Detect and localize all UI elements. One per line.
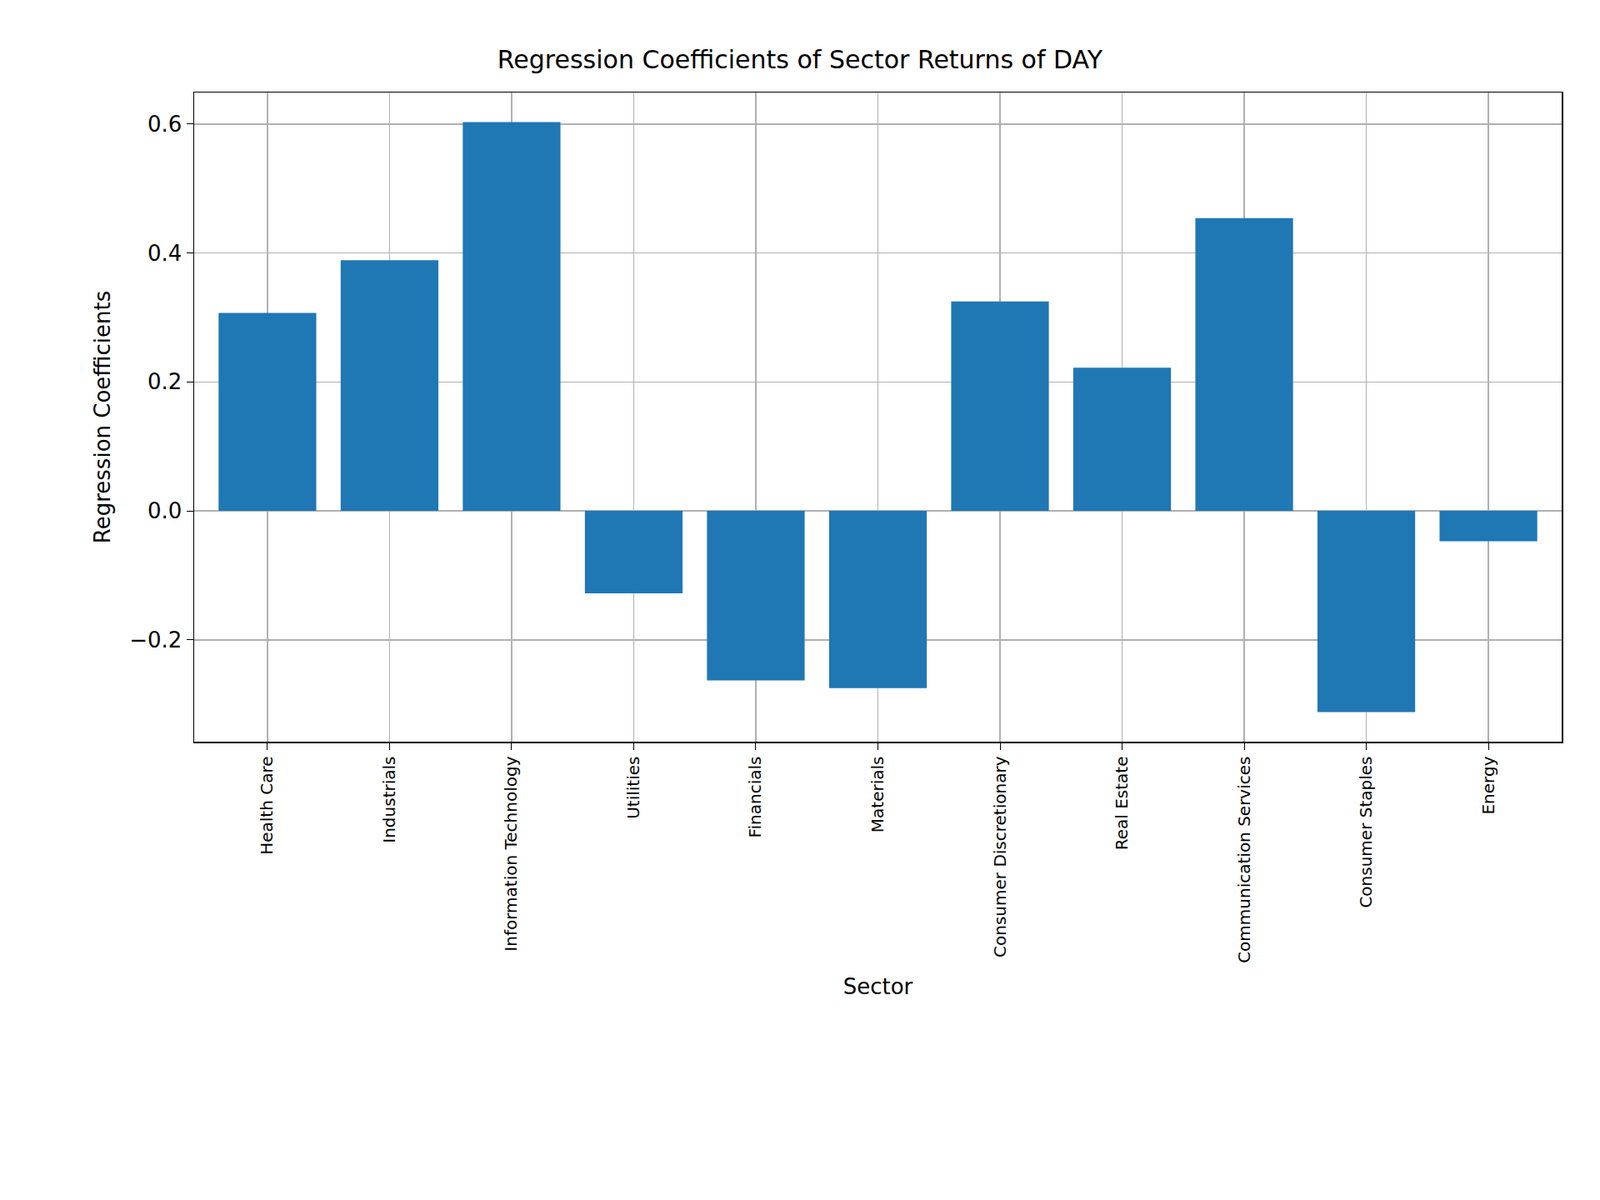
- svg-text:Materials: Materials: [867, 756, 888, 834]
- svg-text:Real Estate: Real Estate: [1111, 756, 1132, 851]
- svg-text:Utilities: Utilities: [623, 756, 644, 820]
- svg-text:Regression Coefficients of Sec: Regression Coefficients of Sector Return…: [497, 45, 1104, 75]
- svg-text:Financials: Financials: [745, 756, 765, 839]
- svg-text:0.2: 0.2: [147, 369, 182, 395]
- svg-text:0.4: 0.4: [147, 240, 182, 266]
- svg-text:Health Care: Health Care: [256, 756, 277, 855]
- svg-text:Consumer Discretionary: Consumer Discretionary: [990, 755, 1010, 958]
- svg-text:Communication Services: Communication Services: [1234, 756, 1255, 964]
- svg-text:Sector: Sector: [843, 974, 914, 1000]
- svg-text:Information Technology: Information Technology: [500, 755, 521, 951]
- svg-text:Energy: Energy: [1478, 755, 1499, 815]
- svg-text:Regression Coefficients: Regression Coefficients: [90, 290, 115, 544]
- svg-text:Industrials: Industrials: [379, 756, 400, 844]
- svg-text:0.0: 0.0: [147, 498, 182, 524]
- svg-text:−0.2: −0.2: [129, 627, 182, 653]
- svg-text:Consumer Staples: Consumer Staples: [1355, 756, 1376, 909]
- svg-text:0.6: 0.6: [147, 111, 182, 137]
